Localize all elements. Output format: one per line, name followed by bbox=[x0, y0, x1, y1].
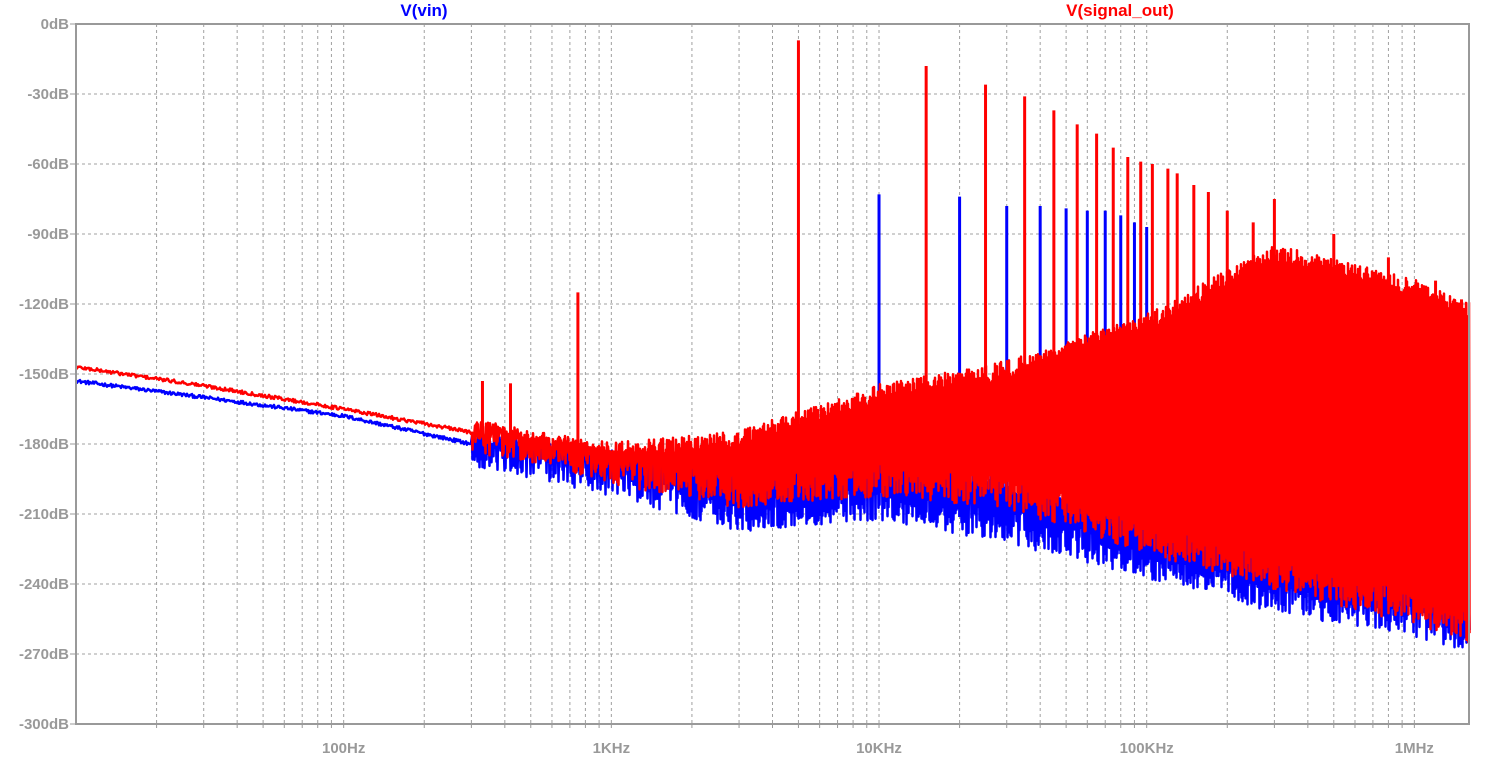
trace-title-signal-out[interactable]: V(signal_out) bbox=[1066, 1, 1174, 20]
y-tick-label: -120dB bbox=[19, 296, 69, 313]
x-tick-label: 1KHz bbox=[593, 740, 631, 757]
y-tick-label: -240dB bbox=[19, 576, 69, 593]
series-signal-out bbox=[74, 40, 1471, 644]
x-tick-label: 100Hz bbox=[322, 740, 365, 757]
axes: 0dB -30dB -60dB -90dB -120dB -150dB -180dB -210… bbox=[19, 16, 1470, 757]
plot-frame bbox=[75, 23, 1470, 725]
y-tick-label: -210dB bbox=[19, 506, 69, 523]
x-tick-label: 10KHz bbox=[856, 740, 902, 757]
y-tick-label: -90dB bbox=[27, 226, 69, 243]
y-tick-label: -60dB bbox=[27, 156, 69, 173]
x-tick-label: 1MHz bbox=[1395, 740, 1434, 757]
grid bbox=[76, 24, 1469, 724]
y-tick-label: 0dB bbox=[41, 16, 70, 33]
traces bbox=[74, 40, 1471, 649]
series-line bbox=[74, 245, 1471, 644]
x-tick-label: 100KHz bbox=[1120, 740, 1174, 757]
y-tick-label: -180dB bbox=[19, 436, 69, 453]
y-tick-label: -30dB bbox=[27, 86, 69, 103]
y-tick-label: -150dB bbox=[19, 366, 69, 383]
y-tick-label: -300dB bbox=[19, 716, 69, 733]
y-tick-label: -270dB bbox=[19, 646, 69, 663]
trace-title-vin[interactable]: V(vin) bbox=[400, 1, 447, 20]
